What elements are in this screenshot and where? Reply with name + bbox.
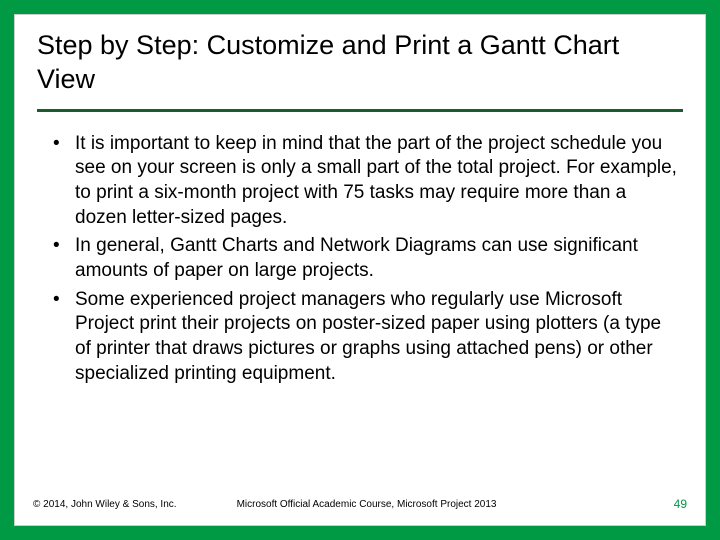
slide: Step by Step: Customize and Print a Gant… — [14, 14, 706, 526]
bullet-list: It is important to keep in mind that the… — [43, 132, 677, 387]
title-block: Step by Step: Customize and Print a Gant… — [15, 15, 705, 103]
slide-body: It is important to keep in mind that the… — [15, 112, 705, 498]
page-number: 49 — [674, 497, 687, 511]
slide-title: Step by Step: Customize and Print a Gant… — [37, 29, 683, 97]
bullet-item: In general, Gantt Charts and Network Dia… — [43, 234, 677, 283]
bullet-item: It is important to keep in mind that the… — [43, 132, 677, 231]
footer-copyright: © 2014, John Wiley & Sons, Inc. — [33, 499, 177, 510]
slide-footer: © 2014, John Wiley & Sons, Inc. Microsof… — [15, 497, 705, 525]
bullet-item: Some experienced project managers who re… — [43, 288, 677, 387]
footer-course: Microsoft Official Academic Course, Micr… — [237, 499, 674, 510]
